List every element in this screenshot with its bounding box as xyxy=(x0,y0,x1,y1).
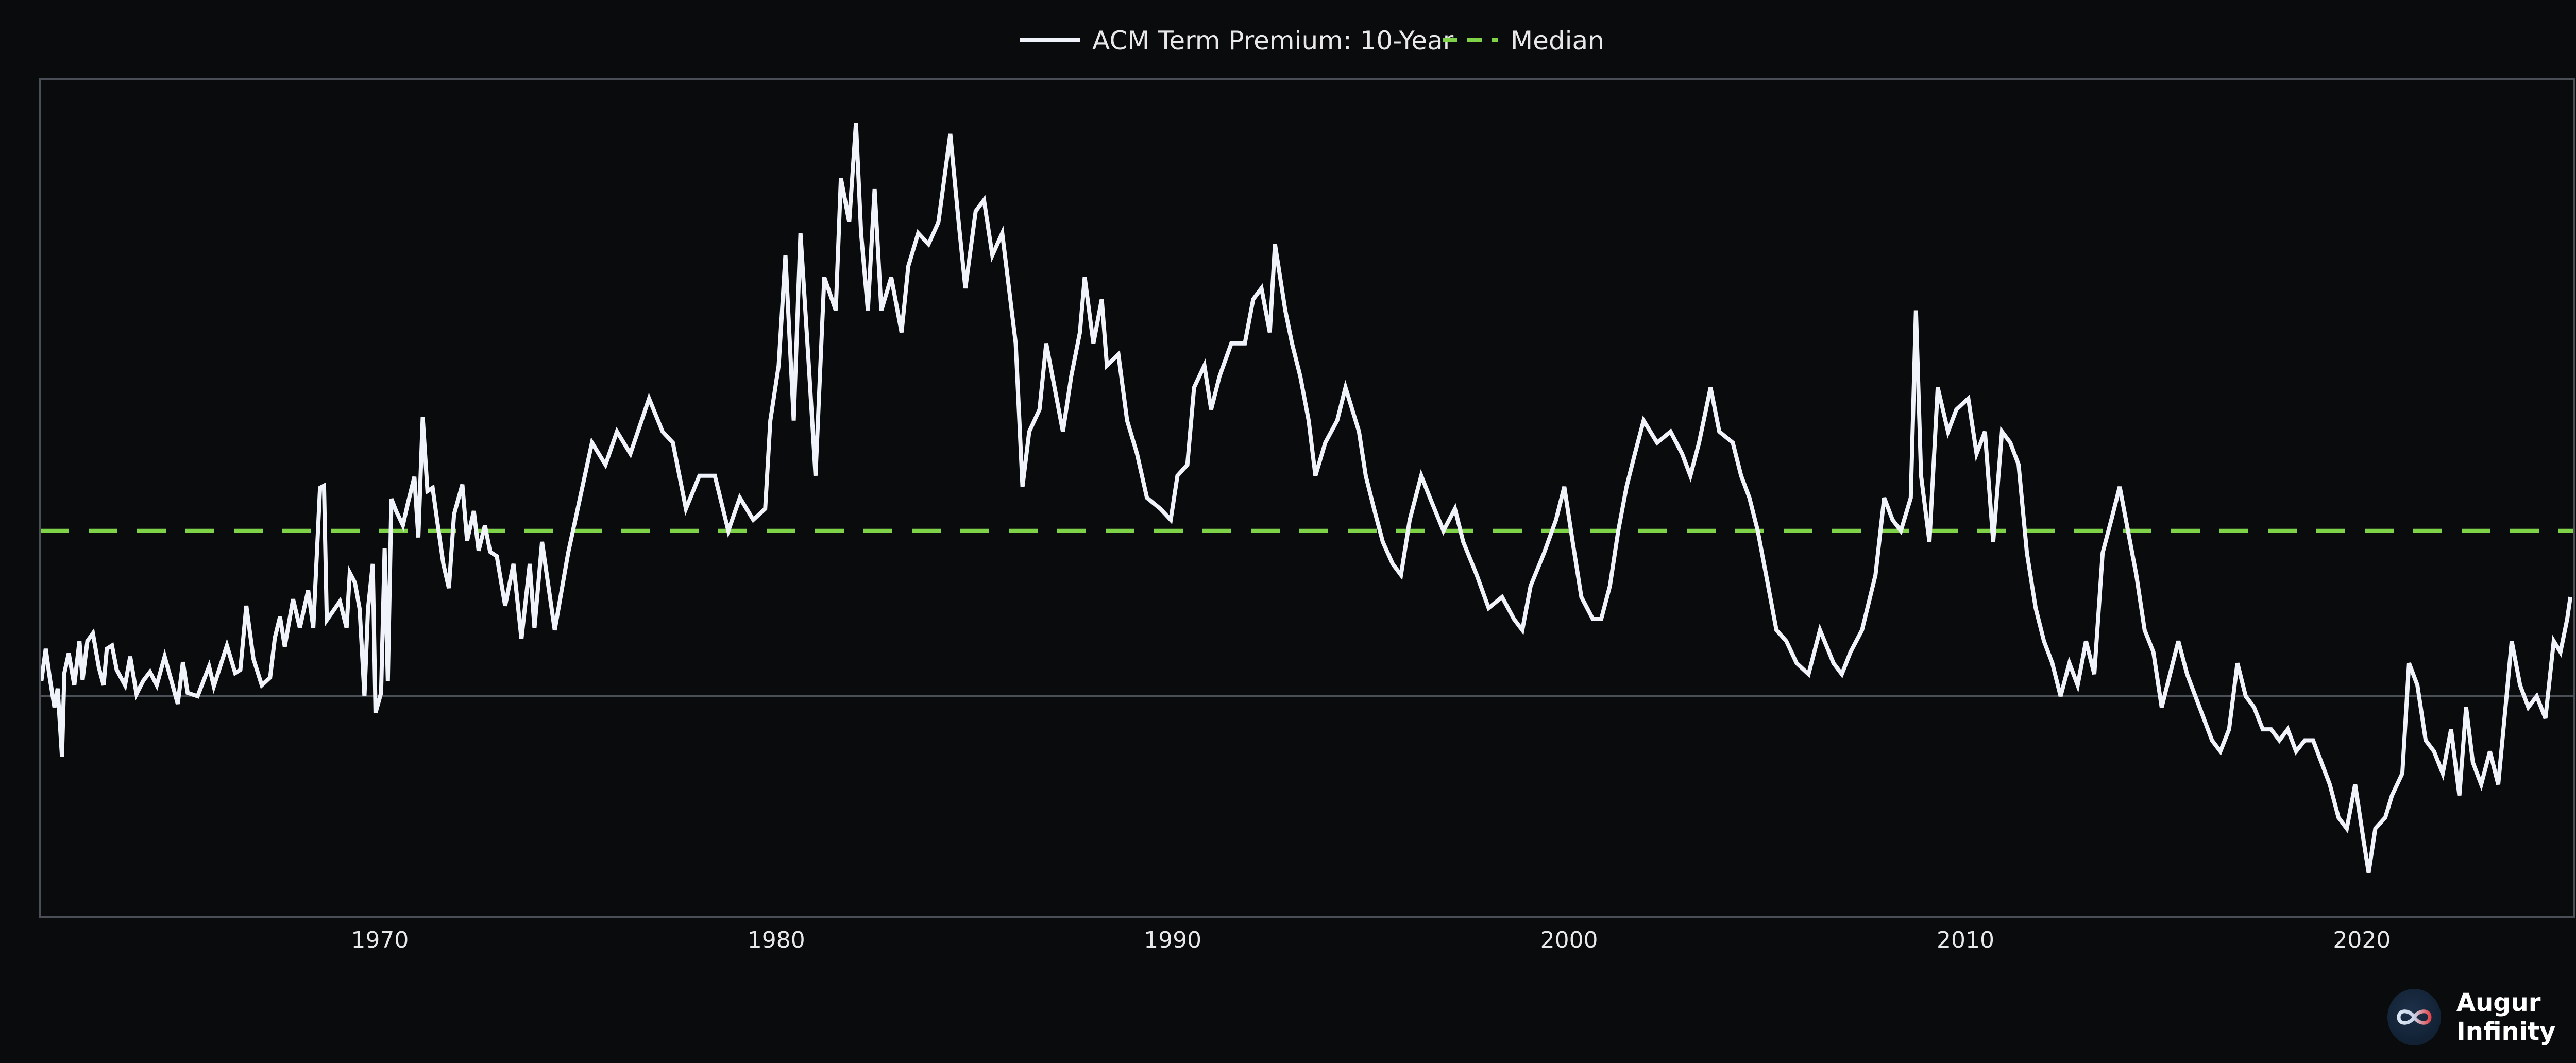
brand-name: Augur Infinity xyxy=(2456,988,2556,1046)
legend-median-label: Median xyxy=(1511,26,1604,56)
series-line-acm-term-premium xyxy=(39,123,2573,873)
x-tick-label: 1990 xyxy=(1144,927,1201,953)
infinity-icon xyxy=(2387,989,2441,1045)
x-tick-label: 2020 xyxy=(2333,927,2391,953)
plot-area: 197019801990200020102020−1.00.01.02.03.0… xyxy=(39,78,2575,953)
legend-series-label: ACM Term Premium: 10-Year xyxy=(1092,26,1454,56)
legend: ACM Term Premium: 10-Year Median xyxy=(1020,26,1604,56)
plot-frame xyxy=(39,78,2575,918)
x-tick-label: 2000 xyxy=(1540,927,1598,953)
x-tick-label: 2010 xyxy=(1937,927,1994,953)
brand: Augur Infinity xyxy=(2387,988,2576,1046)
x-tick-label: 1980 xyxy=(748,927,805,953)
x-tick-label: 1970 xyxy=(351,927,409,953)
